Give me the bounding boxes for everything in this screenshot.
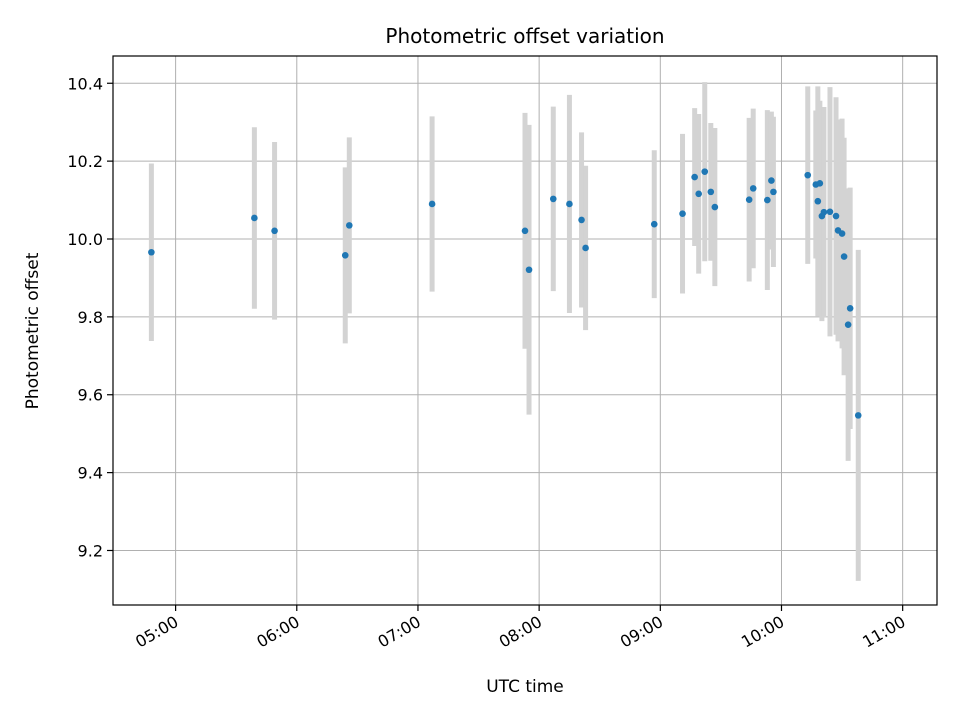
data-point [764, 196, 771, 204]
data-point [251, 214, 258, 222]
data-point [826, 208, 834, 216]
data-point [345, 222, 353, 229]
data-point [745, 196, 753, 203]
data-point [341, 252, 349, 259]
data-point [711, 203, 719, 211]
chart-title: Photometric offset variation [385, 24, 664, 48]
data-point [695, 190, 702, 198]
data-point [525, 266, 533, 274]
y-tick-label: 9.8 [78, 308, 103, 327]
data-point [816, 180, 824, 187]
data-point [679, 210, 686, 217]
data-point [271, 227, 278, 235]
y-tick-label: 9.6 [78, 386, 103, 405]
data-point [844, 321, 852, 328]
y-axis-ticks: 9.2 9.4 9.6 9.8 10.0 10.2 10.4 [67, 74, 113, 560]
data-point [820, 208, 828, 216]
data-point [578, 216, 585, 224]
data-point [566, 200, 573, 208]
data-point [582, 244, 589, 252]
data-point [428, 200, 436, 208]
data-point [650, 220, 658, 228]
y-tick-label: 10.2 [67, 152, 103, 171]
data-point [840, 253, 848, 260]
y-axis-label: Photometric offset [23, 252, 43, 409]
data-point [804, 171, 812, 179]
data-point [770, 188, 777, 196]
data-point [691, 173, 698, 181]
y-tick-label: 10.0 [67, 230, 103, 249]
data-point [749, 185, 757, 192]
data-point [854, 412, 862, 419]
data-point [549, 195, 557, 203]
plot-frame [112, 55, 938, 606]
data-point [768, 177, 775, 184]
data-point [148, 248, 155, 256]
data-point [832, 212, 840, 220]
data-point [701, 168, 709, 175]
y-tick-label: 10.4 [67, 74, 103, 93]
y-tick-label: 9.2 [78, 541, 103, 560]
data-points [148, 168, 862, 419]
data-point [814, 197, 822, 205]
data-point [707, 188, 715, 196]
data-point [521, 227, 529, 235]
y-tick-label: 9.4 [78, 464, 103, 483]
x-axis-label: UTC time [486, 677, 564, 697]
data-point [846, 305, 854, 312]
data-point [838, 230, 846, 237]
